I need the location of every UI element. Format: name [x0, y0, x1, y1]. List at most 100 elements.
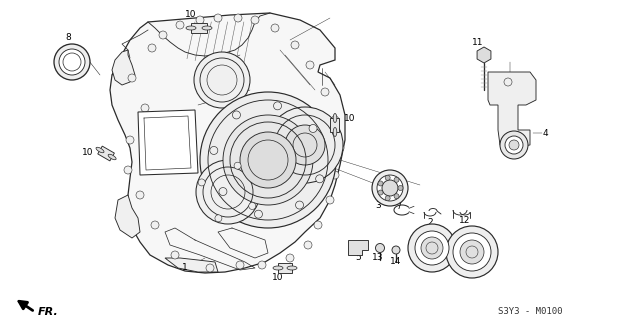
- Circle shape: [196, 16, 204, 24]
- Circle shape: [200, 92, 336, 228]
- Circle shape: [453, 233, 491, 271]
- Circle shape: [394, 194, 399, 199]
- Text: 2: 2: [427, 218, 433, 227]
- Ellipse shape: [96, 147, 104, 153]
- Circle shape: [254, 210, 262, 218]
- Circle shape: [219, 188, 227, 196]
- Circle shape: [171, 251, 179, 259]
- Ellipse shape: [202, 26, 212, 30]
- Circle shape: [54, 44, 90, 80]
- Text: 5: 5: [355, 253, 361, 262]
- Circle shape: [321, 88, 329, 96]
- Circle shape: [336, 144, 344, 152]
- Text: 7: 7: [397, 202, 401, 211]
- Circle shape: [148, 44, 156, 52]
- Circle shape: [126, 136, 134, 144]
- Circle shape: [385, 175, 390, 180]
- Circle shape: [331, 116, 339, 124]
- Circle shape: [378, 181, 383, 186]
- Text: S3Y3 - M0100: S3Y3 - M0100: [497, 308, 562, 316]
- Circle shape: [285, 125, 325, 165]
- Circle shape: [331, 171, 339, 179]
- Polygon shape: [115, 195, 140, 238]
- Text: 12: 12: [459, 215, 471, 225]
- Text: 10: 10: [185, 10, 197, 19]
- Circle shape: [296, 201, 304, 209]
- Circle shape: [385, 196, 390, 201]
- Circle shape: [446, 226, 498, 278]
- Circle shape: [214, 14, 222, 22]
- Circle shape: [234, 14, 242, 22]
- Circle shape: [196, 160, 260, 224]
- Circle shape: [415, 231, 449, 265]
- Circle shape: [392, 246, 400, 254]
- Circle shape: [258, 261, 266, 269]
- Circle shape: [382, 180, 398, 196]
- Polygon shape: [477, 47, 491, 63]
- Text: 14: 14: [390, 258, 402, 267]
- Text: 13: 13: [372, 253, 383, 262]
- Circle shape: [206, 264, 214, 272]
- Polygon shape: [488, 72, 536, 148]
- Polygon shape: [112, 50, 135, 85]
- Text: 1: 1: [182, 262, 188, 271]
- Polygon shape: [97, 146, 115, 161]
- Text: 9: 9: [424, 237, 430, 246]
- Circle shape: [286, 254, 294, 262]
- Text: 10: 10: [344, 114, 355, 123]
- Circle shape: [306, 61, 314, 69]
- Circle shape: [375, 244, 385, 252]
- Circle shape: [251, 16, 259, 24]
- Circle shape: [267, 107, 343, 183]
- Text: 4: 4: [542, 129, 548, 138]
- Circle shape: [136, 191, 144, 199]
- Text: 11: 11: [472, 37, 483, 46]
- Circle shape: [273, 102, 282, 110]
- Circle shape: [378, 190, 383, 195]
- Circle shape: [240, 132, 296, 188]
- Ellipse shape: [108, 154, 116, 160]
- Circle shape: [176, 21, 184, 29]
- Circle shape: [223, 115, 313, 205]
- Text: 3: 3: [375, 201, 381, 210]
- Ellipse shape: [333, 127, 337, 137]
- Circle shape: [316, 175, 324, 183]
- Circle shape: [509, 140, 519, 150]
- Circle shape: [372, 170, 408, 206]
- Circle shape: [326, 196, 334, 204]
- Circle shape: [194, 52, 250, 108]
- Circle shape: [159, 31, 167, 39]
- Circle shape: [233, 111, 240, 119]
- Polygon shape: [138, 110, 198, 175]
- Circle shape: [198, 179, 205, 186]
- Ellipse shape: [333, 114, 337, 123]
- Polygon shape: [348, 240, 368, 255]
- Circle shape: [249, 203, 255, 210]
- Polygon shape: [331, 118, 340, 132]
- Circle shape: [236, 261, 244, 269]
- Ellipse shape: [273, 266, 283, 270]
- Circle shape: [309, 124, 317, 132]
- Text: 6: 6: [469, 259, 475, 268]
- Ellipse shape: [186, 26, 196, 30]
- Circle shape: [398, 186, 403, 190]
- Text: FR.: FR.: [38, 307, 59, 317]
- Polygon shape: [278, 263, 292, 273]
- Circle shape: [314, 221, 322, 229]
- Circle shape: [408, 224, 456, 272]
- Circle shape: [291, 41, 299, 49]
- Circle shape: [215, 215, 222, 222]
- Circle shape: [210, 147, 218, 155]
- Text: 8: 8: [65, 33, 71, 42]
- Text: 10: 10: [82, 148, 94, 156]
- Circle shape: [141, 104, 149, 112]
- Circle shape: [505, 136, 523, 154]
- Circle shape: [377, 175, 403, 201]
- Circle shape: [304, 241, 312, 249]
- Polygon shape: [191, 23, 207, 33]
- Circle shape: [151, 221, 159, 229]
- Polygon shape: [165, 258, 218, 272]
- Circle shape: [421, 237, 443, 259]
- Circle shape: [59, 49, 85, 75]
- Ellipse shape: [287, 266, 297, 270]
